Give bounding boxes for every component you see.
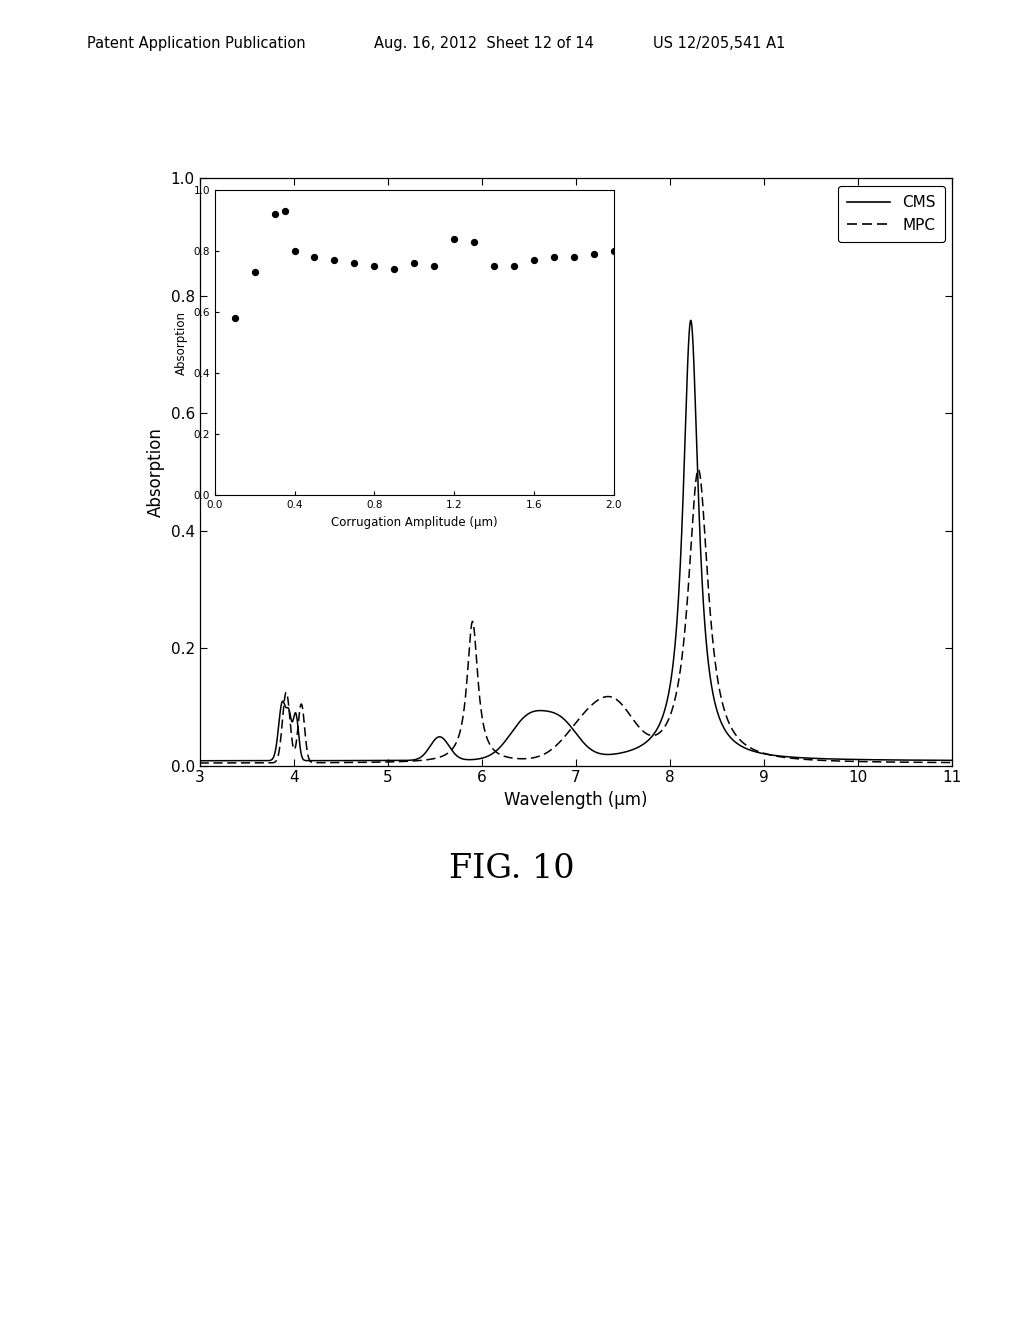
Line: MPC: MPC [200,470,952,763]
MPC [692,462,705,478]
MPC [194,755,206,771]
X-axis label: Wavelength (μm): Wavelength (μm) [504,791,648,809]
CMS [685,313,697,329]
Text: Aug. 16, 2012  Sheet 12 of 14: Aug. 16, 2012 Sheet 12 of 14 [374,36,594,50]
Legend: CMS, MPC: CMS, MPC [838,186,945,242]
CMS [194,752,206,768]
Text: FIG. 10: FIG. 10 [450,853,574,884]
MPC [510,751,522,767]
MPC [924,755,936,771]
CMS [740,741,753,756]
Text: Patent Application Publication: Patent Application Publication [87,36,306,50]
CMS [516,711,528,727]
MPC [946,755,958,771]
CMS [946,752,958,768]
CMS [886,752,898,768]
MPC [740,738,753,754]
Line: CMS: CMS [200,321,952,760]
CMS [510,718,522,734]
Y-axis label: Absorption: Absorption [147,426,165,517]
CMS [551,706,563,722]
CMS [924,752,936,768]
Text: US 12/205,541 A1: US 12/205,541 A1 [653,36,785,50]
MPC [516,751,528,767]
MPC [551,737,563,752]
MPC [886,754,898,770]
